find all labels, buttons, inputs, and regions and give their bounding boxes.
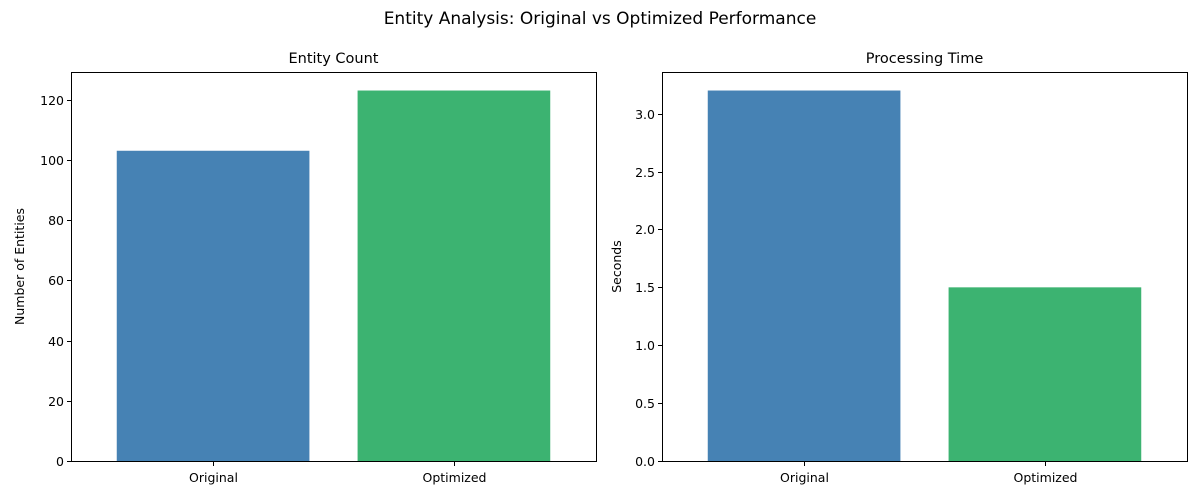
entity-count-ytick-label: 40 bbox=[48, 334, 64, 349]
entity-count-panel: 0 20 40 60 80 100 120 Original Optimized Entity C… bbox=[12, 51, 597, 485]
entity-count-ytick-label: 0 bbox=[56, 454, 64, 469]
entity-count-ytick-label: 120 bbox=[40, 93, 64, 108]
processing-time-ytick-label: 0.5 bbox=[635, 396, 655, 411]
processing-time-ytick-label: 3.0 bbox=[635, 107, 655, 122]
processing-time-xtick-label: Original bbox=[780, 470, 829, 485]
entity-count-ytick-label: 60 bbox=[48, 273, 64, 288]
entity-count-bar-original bbox=[116, 150, 310, 461]
processing-time-xtick-label: Optimized bbox=[1014, 470, 1078, 485]
processing-time-ytick-label: 1.0 bbox=[635, 338, 655, 353]
processing-time-ytick-label: 1.5 bbox=[635, 280, 655, 295]
entity-count-title: Entity Count bbox=[288, 51, 378, 67]
entity-count-ytick-label: 20 bbox=[48, 394, 64, 409]
processing-time-ytick-label: 2.0 bbox=[635, 222, 655, 237]
processing-time-ylabel: Seconds bbox=[609, 240, 624, 293]
processing-time-ytick-label: 0.0 bbox=[635, 454, 655, 469]
processing-time-bar-optimized bbox=[948, 287, 1142, 461]
processing-time-bar-original bbox=[707, 90, 901, 462]
entity-count-ylabel: Number of Entities bbox=[12, 208, 27, 325]
processing-time-axes-frame bbox=[662, 72, 1188, 462]
entity-count-xtick-label: Optimized bbox=[423, 470, 487, 485]
entity-count-ytick-label: 100 bbox=[40, 153, 64, 168]
figure-title: Entity Analysis: Original vs Optimized P… bbox=[384, 9, 817, 29]
processing-time-title: Processing Time bbox=[866, 51, 984, 67]
processing-time-panel: 0.0 0.5 1.0 1.5 2.0 2.5 3.0 Original Optimized Pr… bbox=[609, 51, 1188, 485]
entity-count-ytick-label: 80 bbox=[48, 213, 64, 228]
entity-count-bar-optimized bbox=[357, 90, 551, 462]
entity-count-axes-frame bbox=[71, 72, 597, 462]
entity-count-xtick-label: Original bbox=[189, 470, 238, 485]
processing-time-ytick-label: 2.5 bbox=[635, 165, 655, 180]
